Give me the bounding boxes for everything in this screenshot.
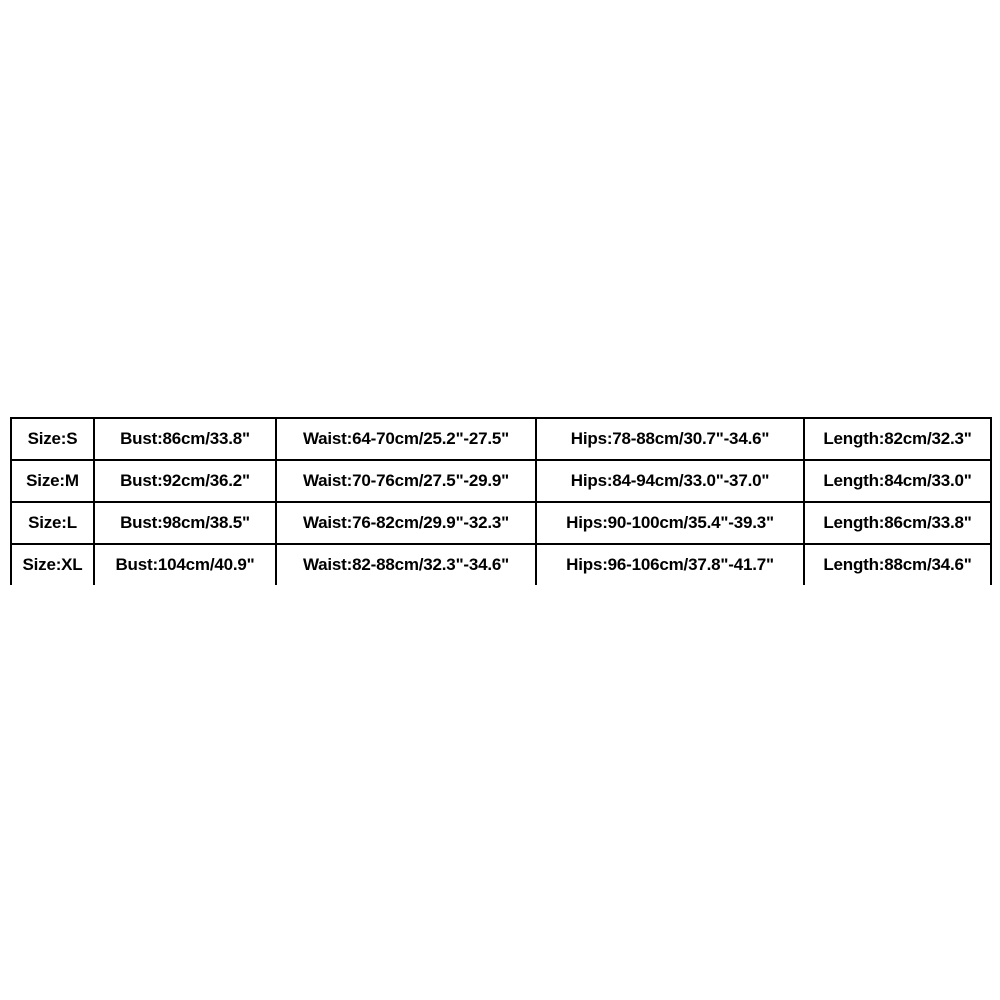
cell-bust: Bust:86cm/33.8" [94, 417, 277, 460]
cell-waist: Waist:82-88cm/32.3"-34.6" [276, 543, 537, 585]
cell-size: Size:L [10, 501, 95, 544]
cell-length: Length:82cm/32.3" [804, 417, 992, 460]
cell-hips: Hips:84-94cm/33.0"-37.0" [536, 459, 805, 502]
cell-length: Length:84cm/33.0" [804, 459, 992, 502]
cell-waist: Waist:70-76cm/27.5"-29.9" [276, 459, 537, 502]
cell-size: Size:XL [10, 543, 95, 585]
cell-waist: Waist:76-82cm/29.9"-32.3" [276, 501, 537, 544]
cell-hips: Hips:78-88cm/30.7"-34.6" [536, 417, 805, 460]
table-row: Size:S Bust:86cm/33.8" Waist:64-70cm/25.… [10, 417, 992, 460]
cell-bust: Bust:104cm/40.9" [94, 543, 277, 585]
table-row: Size:L Bust:98cm/38.5" Waist:76-82cm/29.… [10, 501, 992, 544]
size-chart-body: Size:S Bust:86cm/33.8" Waist:64-70cm/25.… [10, 417, 992, 585]
size-chart-table: Size:S Bust:86cm/33.8" Waist:64-70cm/25.… [10, 417, 992, 585]
cell-hips: Hips:96-106cm/37.8"-41.7" [536, 543, 805, 585]
cell-bust: Bust:98cm/38.5" [94, 501, 277, 544]
cell-size: Size:M [10, 459, 95, 502]
cell-waist: Waist:64-70cm/25.2"-27.5" [276, 417, 537, 460]
table-row: Size:XL Bust:104cm/40.9" Waist:82-88cm/3… [10, 543, 992, 585]
cell-length: Length:86cm/33.8" [804, 501, 992, 544]
cell-length: Length:88cm/34.6" [804, 543, 992, 585]
cell-bust: Bust:92cm/36.2" [94, 459, 277, 502]
table-row: Size:M Bust:92cm/36.2" Waist:70-76cm/27.… [10, 459, 992, 502]
cell-size: Size:S [10, 417, 95, 460]
cell-hips: Hips:90-100cm/35.4"-39.3" [536, 501, 805, 544]
